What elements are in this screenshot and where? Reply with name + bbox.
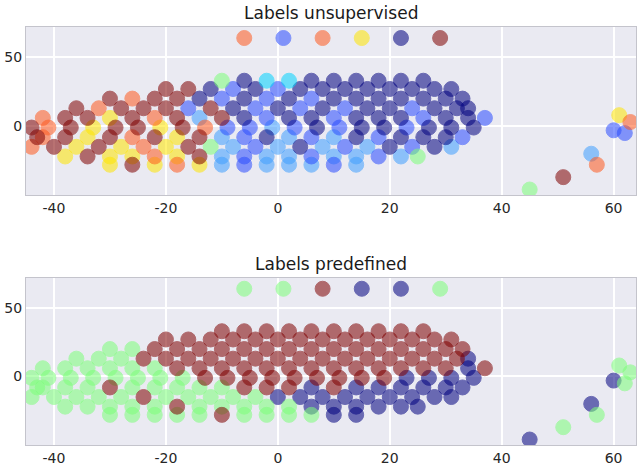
svg-text:40: 40 [493,450,511,466]
svg-text:-40: -40 [43,450,66,466]
svg-text:40: 40 [493,200,511,216]
svg-text:-40: -40 [43,200,66,216]
svg-text:-20: -20 [154,450,177,466]
svg-text:0: 0 [273,200,282,216]
svg-text:Labels unsupervised: Labels unsupervised [244,3,418,23]
svg-text:0: 0 [13,118,22,134]
svg-text:50: 50 [4,300,22,316]
svg-text:20: 20 [381,450,399,466]
svg-text:Labels predefined: Labels predefined [255,254,407,274]
svg-text:60: 60 [605,450,623,466]
svg-text:-20: -20 [154,200,177,216]
svg-text:0: 0 [13,368,22,384]
svg-text:50: 50 [4,49,22,65]
svg-text:60: 60 [605,200,623,216]
svg-text:20: 20 [381,200,399,216]
svg-text:0: 0 [273,450,282,466]
